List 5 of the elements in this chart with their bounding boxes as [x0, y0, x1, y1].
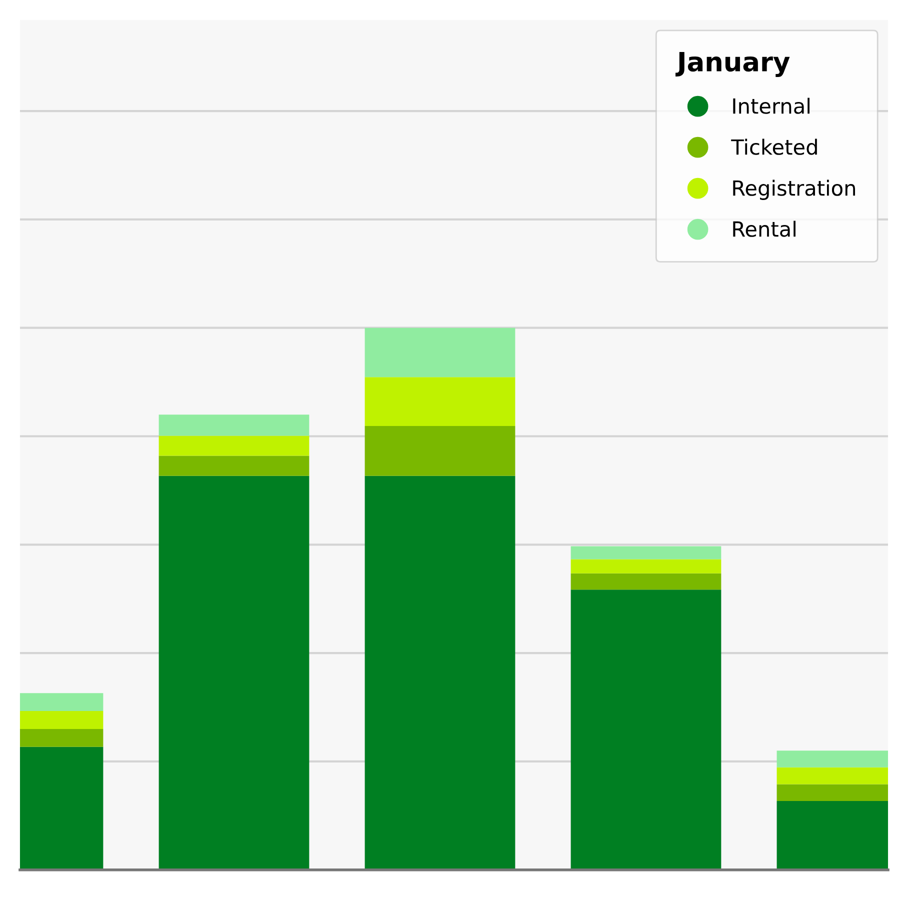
legend-title: January — [676, 52, 790, 77]
legend-label: Internal — [733, 98, 810, 114]
legend-label: Ticketed — [731, 138, 817, 155]
legend-label: Registration — [733, 180, 856, 200]
legend-label: Rental — [733, 220, 796, 237]
